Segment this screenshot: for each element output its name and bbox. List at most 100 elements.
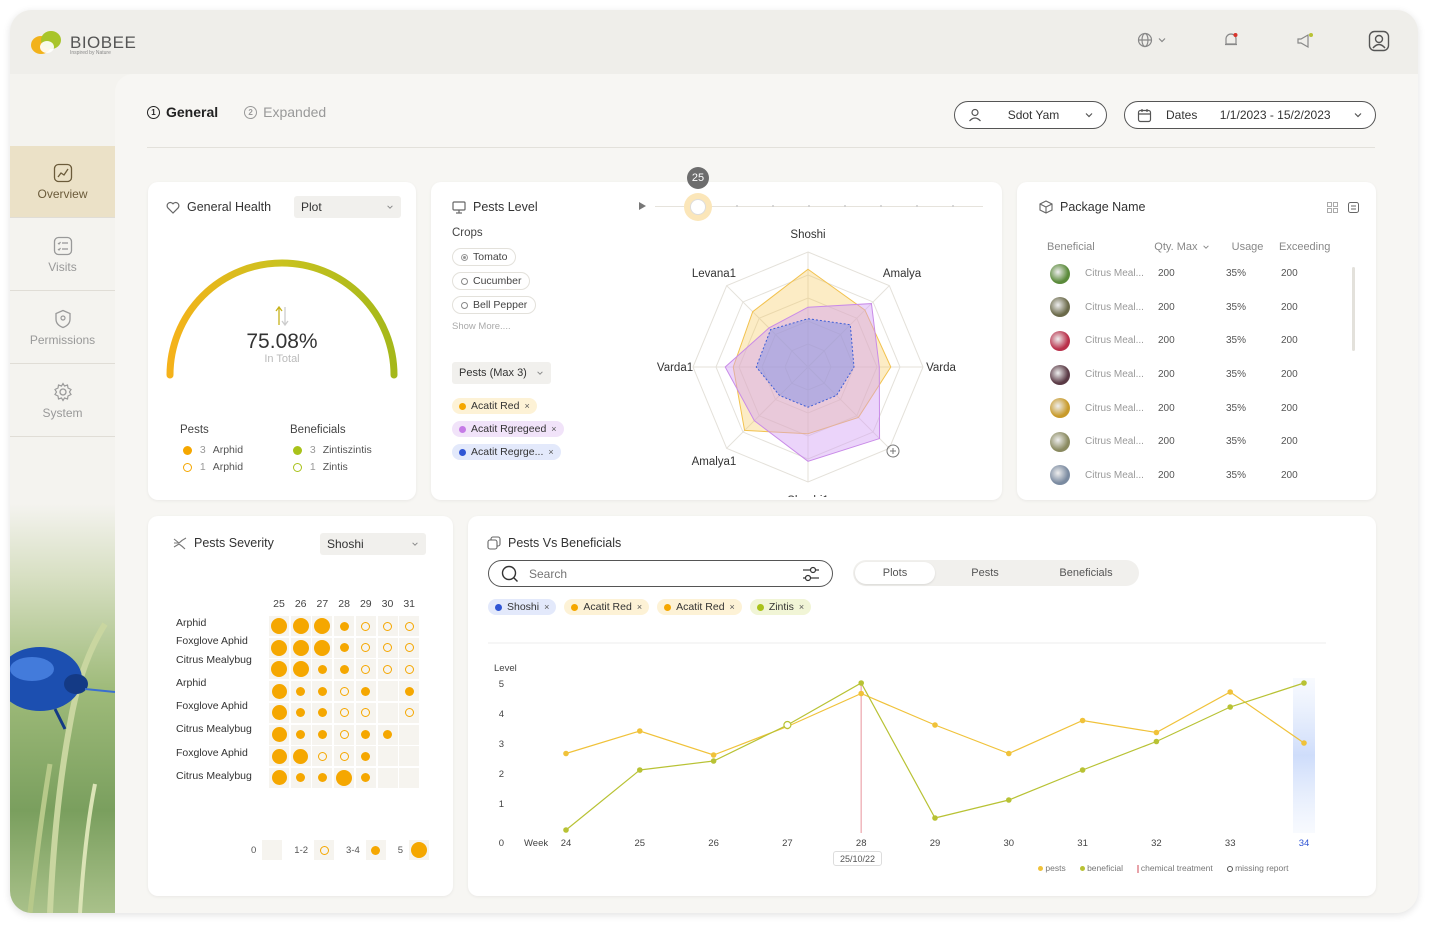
filter-chip[interactable]: Shoshi ×: [488, 599, 557, 615]
severity-cell[interactable]: [377, 746, 398, 767]
severity-cell[interactable]: [312, 724, 333, 745]
pest-chip[interactable]: Acatit Rgregeed ×: [452, 421, 564, 437]
severity-cell[interactable]: [334, 724, 355, 745]
severity-cell[interactable]: [399, 681, 420, 702]
severity-cell[interactable]: [355, 767, 376, 788]
pests-select[interactable]: Pests (Max 3): [452, 362, 551, 384]
close-icon[interactable]: ×: [551, 424, 557, 434]
data-point-pests[interactable]: [1301, 740, 1307, 746]
show-more-link[interactable]: Show More....: [452, 321, 511, 332]
crop-option-cucumber[interactable]: Cucumber: [452, 272, 531, 290]
profile-button[interactable]: [1368, 30, 1390, 52]
sidebar-item-visits[interactable]: Visits: [10, 219, 115, 291]
pest-chip[interactable]: Acatit Regrge... ×: [452, 444, 561, 460]
logo[interactable]: BIOBEE Inspired by Nature: [30, 28, 136, 58]
severity-cell[interactable]: [312, 637, 333, 658]
data-point-pests[interactable]: [637, 728, 643, 734]
severity-cell[interactable]: [334, 746, 355, 767]
data-point-beneficial[interactable]: [858, 680, 864, 686]
severity-cell[interactable]: [269, 702, 289, 723]
table-row[interactable]: Citrus Meal... 200 35% 200: [1047, 358, 1337, 392]
severity-cell[interactable]: [334, 616, 355, 636]
severity-cell[interactable]: [399, 659, 420, 680]
sidebar-item-system[interactable]: System: [10, 365, 115, 437]
severity-cell[interactable]: [290, 724, 311, 745]
severity-cell[interactable]: [334, 702, 355, 723]
tab-beneficials[interactable]: Beneficials: [1059, 567, 1113, 579]
severity-cell[interactable]: [334, 681, 355, 702]
severity-cell[interactable]: [290, 767, 311, 788]
date-range-select[interactable]: Dates 1/1/2023 - 15/2/2023: [1124, 101, 1376, 129]
severity-cell[interactable]: [355, 724, 376, 745]
table-row[interactable]: Citrus Meal... 200 35% 200: [1047, 459, 1337, 493]
filter-chip[interactable]: Zintis ×: [749, 599, 812, 615]
sidebar-item-permissions[interactable]: Permissions: [10, 292, 115, 364]
tab-plots[interactable]: Plots: [855, 562, 935, 584]
severity-cell[interactable]: [269, 616, 289, 636]
close-icon[interactable]: ×: [636, 602, 643, 612]
data-point-beneficial[interactable]: [1227, 704, 1233, 710]
search-box[interactable]: [488, 560, 833, 587]
severity-cell[interactable]: [290, 702, 311, 723]
severity-cell[interactable]: [269, 637, 289, 658]
data-point-beneficial[interactable]: [563, 827, 569, 833]
severity-cell[interactable]: [355, 681, 376, 702]
severity-cell[interactable]: [355, 637, 376, 658]
filter-chip[interactable]: Acatit Red ×: [564, 599, 650, 615]
column-header-sortable[interactable]: Qty. Max: [1154, 241, 1231, 253]
severity-cell[interactable]: [399, 767, 420, 788]
tab-pests[interactable]: Pests: [971, 567, 999, 579]
filter-chip[interactable]: Acatit Red ×: [657, 599, 742, 615]
severity-cell[interactable]: [312, 767, 333, 788]
data-point-beneficial[interactable]: [637, 767, 643, 773]
severity-cell[interactable]: [334, 767, 355, 788]
tab-expanded[interactable]: 2 Expanded: [244, 104, 326, 120]
table-row[interactable]: Citrus Meal... 200 35% 200: [1047, 291, 1337, 325]
severity-cell[interactable]: [334, 637, 355, 658]
table-row[interactable]: Citrus Meal... 200 35% 200: [1047, 257, 1337, 291]
add-circle-icon[interactable]: [886, 444, 900, 458]
notifications-button[interactable]: [1223, 32, 1239, 49]
severity-cell[interactable]: [377, 724, 398, 745]
severity-cell[interactable]: [355, 659, 376, 680]
close-icon[interactable]: ×: [544, 602, 550, 612]
severity-cell[interactable]: [269, 659, 289, 680]
grid-view-icon[interactable]: [1327, 202, 1338, 213]
data-point-pests[interactable]: [1006, 750, 1012, 757]
close-icon[interactable]: ×: [729, 602, 735, 612]
data-point-beneficial[interactable]: [1006, 797, 1012, 803]
crop-option-bell-pepper[interactable]: Bell Pepper: [452, 296, 537, 314]
table-row[interactable]: Citrus Meal... 200 35% 200: [1047, 391, 1337, 425]
severity-cell[interactable]: [399, 637, 420, 658]
severity-cell[interactable]: [399, 746, 420, 767]
data-point-pests[interactable]: [1079, 717, 1086, 724]
data-point-pests[interactable]: [710, 752, 717, 758]
severity-cell[interactable]: [312, 681, 333, 702]
data-point-beneficial[interactable]: [1153, 738, 1160, 745]
data-point-pests[interactable]: [932, 722, 938, 728]
severity-cell[interactable]: [290, 681, 311, 702]
severity-cell[interactable]: [377, 659, 398, 680]
severity-cell[interactable]: [399, 724, 420, 745]
table-row[interactable]: Citrus Meal... 200 35% 200: [1047, 425, 1337, 459]
severity-cell[interactable]: [377, 616, 398, 636]
severity-cell[interactable]: [269, 767, 289, 788]
missing-report-point[interactable]: [783, 720, 792, 730]
severity-cell[interactable]: [269, 746, 289, 767]
filter-sliders-icon[interactable]: [802, 566, 820, 582]
severity-cell[interactable]: [269, 681, 289, 702]
data-point-pests[interactable]: [858, 690, 864, 697]
tab-general[interactable]: 1 General: [147, 104, 218, 120]
severity-cell[interactable]: [377, 681, 398, 702]
severity-cell[interactable]: [290, 746, 311, 767]
severity-cell[interactable]: [312, 616, 333, 636]
language-menu[interactable]: [1137, 32, 1167, 48]
play-icon[interactable]: [637, 201, 647, 211]
severity-cell[interactable]: [377, 767, 398, 788]
data-point-pests[interactable]: [1153, 729, 1160, 736]
severity-cell[interactable]: [312, 659, 333, 680]
severity-cell[interactable]: [355, 702, 376, 723]
pest-chip[interactable]: Acatit Red ×: [452, 398, 537, 414]
severity-cell[interactable]: [355, 616, 376, 636]
severity-cell[interactable]: [312, 746, 333, 767]
